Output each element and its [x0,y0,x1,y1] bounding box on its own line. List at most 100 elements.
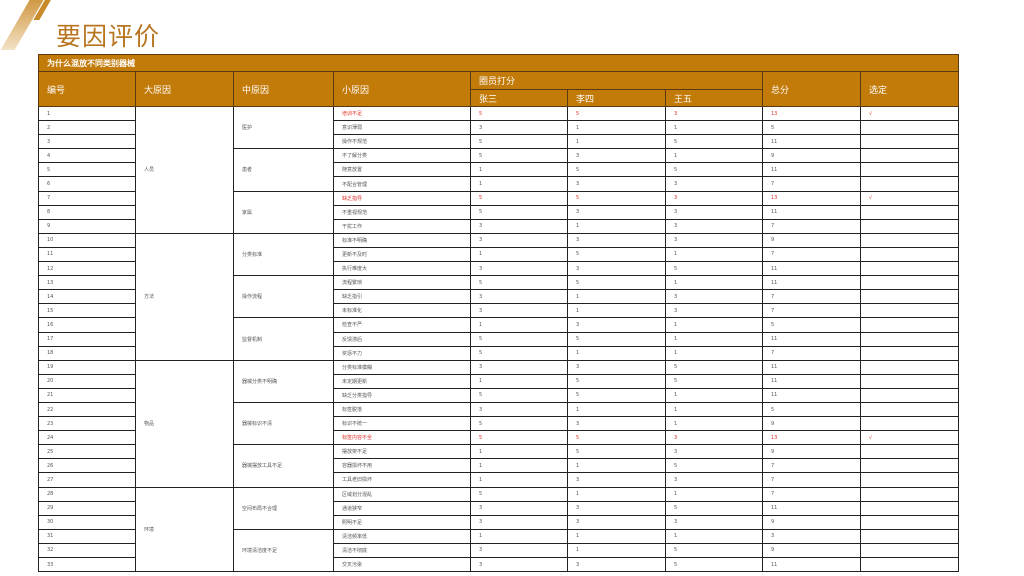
member-score: 3 [665,430,763,446]
member-score: 5 [470,134,568,150]
member-score: 5 [567,162,666,178]
member-score: 5 [567,190,666,206]
member-score: 1 [665,528,763,544]
total-score: 11 [762,359,861,375]
total-score: 11 [762,162,861,178]
total-score: 7 [762,458,861,474]
member-score: 3 [665,105,763,122]
table-row: 13 操作流程 流程繁琐 5 5 1 11 [38,275,960,319]
member-score: 3 [567,359,666,375]
row-id: 33 [38,556,136,573]
member-score: 3 [567,148,666,164]
minor-cause: 更新不及时 [333,246,471,263]
major-cause: 人员 [135,106,234,234]
page-title: 要因评价 [56,22,161,51]
row-id: 15 [38,303,136,319]
minor-cause: 干扰工作 [333,218,471,234]
member-score: 3 [470,303,568,319]
table-row: 19 物品 器械分类不明确 分类标准模糊 3 3 5 11 [38,359,960,488]
major-cause: 物品 [135,359,234,488]
row-id: 32 [38,542,136,559]
selected-mark [859,359,960,375]
member-score: 3 [470,120,568,136]
member-score: 5 [665,359,763,375]
middle-cause: 分类标准 [233,232,334,277]
member-score: 1 [567,289,666,305]
member-score: 3 [470,261,568,277]
row-id: 10 [38,232,136,248]
row-id: 20 [38,373,136,389]
table-row: 28 环境 空间布局不合理 区域划分混乱 5 1 1 7 [38,486,960,573]
row-id: 6 [38,176,136,192]
minor-cause: 不重视规范 [333,204,471,220]
member-score: 3 [470,218,568,234]
middle-cause: 家属 [233,190,334,234]
minor-cause: 未定期更新 [333,373,471,389]
minor-cause: 缺乏分类指导 [333,387,471,403]
row-id: 12 [38,261,136,277]
member-score: 5 [470,105,568,122]
major-cause: 环境 [135,486,234,573]
row-id: 31 [38,528,136,544]
member-score: 5 [665,556,763,573]
selected-mark: √ [859,190,960,206]
table-row: 22 器械标识不清 标签脱落 3 1 1 5 [38,401,960,446]
row-id: 17 [38,331,136,347]
row-id: 18 [38,345,136,361]
member-score: 5 [567,331,666,347]
row-id: 1 [38,105,136,122]
member-score: 1 [665,246,763,263]
table-row: 26 容器损坏不用 1 1 5 7 [38,458,960,474]
total-score: 13 [762,105,861,122]
member-score: 5 [470,345,568,361]
minor-cause: 清洁频率低 [333,528,471,544]
selected-mark [859,444,960,460]
selected-mark: √ [859,105,960,122]
total-score: 11 [762,275,861,291]
table-row: 24 标签内容不全 5 5 3 13 √ [38,430,960,446]
row-id: 26 [38,458,136,474]
table-row: 30 照明不足 3 3 3 9 [38,514,960,530]
minor-cause: 标识不统一 [333,416,471,432]
table-row: 6 不配合管理 1 3 3 7 [38,176,960,192]
table-body: 1 人员 医护 培训不足 5 5 3 13 √ 2 意识薄弱 3 1 1 5 3 操作不规范 5 1 5 11 4 患者 不了… [38,105,960,573]
member-score: 5 [470,430,568,446]
header-middle-cause: 中原因 [233,71,334,107]
total-score: 11 [762,500,861,516]
member-score: 3 [567,232,666,248]
member-score: 1 [665,317,763,333]
total-score: 3 [762,528,861,544]
table-row: 1 人员 医护 培训不足 5 5 3 13 √ [38,105,960,234]
minor-cause: 标签内容不全 [333,430,471,446]
selected-mark [859,317,960,333]
total-score: 9 [762,416,861,432]
member-score: 1 [665,345,763,361]
selected-mark [859,373,960,389]
selected-mark [859,486,960,502]
member-score: 3 [567,176,666,192]
table-row: 11 更新不及时 1 5 1 7 [38,246,960,263]
member-score: 1 [470,528,568,544]
cause-evaluation-table: 为什么混放不同类别器械 编号 大原因 中原因 小原因 圈员打分 总分 选定 张三… [37,54,960,573]
minor-cause: 工具老旧损坏 [333,472,471,488]
header-id: 编号 [38,71,136,107]
selected-mark [859,542,960,559]
total-score: 7 [762,176,861,192]
row-id: 29 [38,500,136,516]
member-score: 3 [470,359,568,375]
member-score: 1 [567,120,666,136]
total-score: 7 [762,345,861,361]
total-score: 11 [762,373,861,389]
selected-mark [859,275,960,291]
minor-cause: 培训不足 [333,105,471,122]
selected-mark [859,401,960,418]
member-score: 1 [665,401,763,418]
total-score: 11 [762,556,861,573]
header-scoring: 圈员打分 [470,71,763,90]
member-score: 1 [665,120,763,136]
row-id: 21 [38,387,136,403]
selected-mark [859,556,960,573]
member-score: 3 [567,556,666,573]
minor-cause: 交叉污染 [333,556,471,573]
minor-cause: 未标准化 [333,303,471,319]
